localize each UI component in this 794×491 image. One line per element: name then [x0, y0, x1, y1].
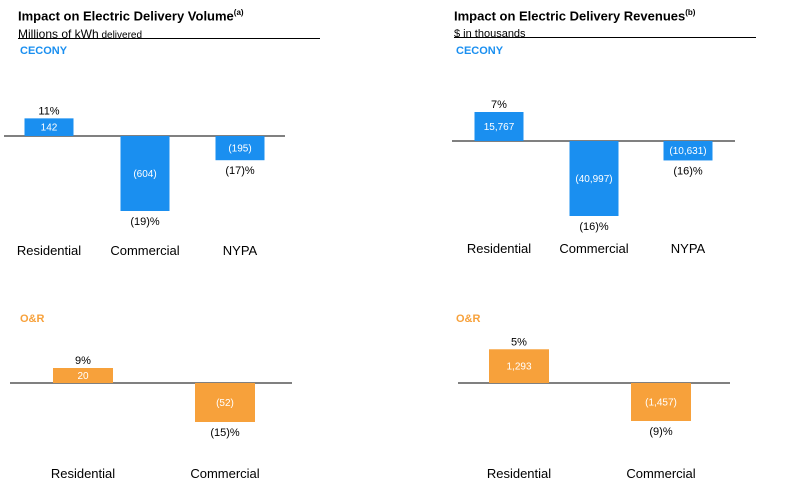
or-revenues-category-label-residential: Residential: [487, 466, 551, 481]
cecony-revenues-category-label-nypa: NYPA: [671, 241, 706, 256]
or-revenues-value-label-commercial: (1,457): [645, 398, 677, 409]
cecony-revenues-category-label-commercial: Commercial: [559, 241, 628, 256]
or-volume-percent-label-residential: 9%: [75, 355, 91, 367]
cecony-volume-category-label-commercial: Commercial: [110, 243, 179, 258]
panel-title-revenues-footnote: (b): [685, 8, 696, 17]
cecony-volume-bar-nypa: [215, 136, 265, 161]
company-label-or-revenues: O&R: [456, 313, 481, 325]
or-revenues-percent-label-residential: 5%: [511, 336, 527, 348]
cecony-revenues-bar-residential: [474, 112, 524, 141]
panel-rule-volume: [18, 38, 320, 39]
panel-title-revenues-text: Impact on Electric Delivery Revenues: [454, 8, 686, 24]
company-label-cecony-revenues: CECONY: [456, 45, 504, 57]
or-volume-percent-label-commercial: (15)%: [210, 427, 240, 439]
company-label-or-volume: O&R: [20, 313, 45, 325]
or-volume-bar-residential: [53, 368, 113, 383]
or-revenues-value-label-residential: 1,293: [506, 362, 531, 373]
or-volume-value-label-residential: 20: [77, 371, 89, 382]
cecony-revenues-percent-label-commercial: (16)%: [579, 221, 609, 233]
or-revenues-percent-label-commercial: (9)%: [649, 426, 672, 438]
or-revenues-bar-commercial: [631, 383, 691, 421]
company-label-cecony-volume: CECONY: [20, 45, 68, 57]
or-volume-category-label-commercial: Commercial: [190, 466, 259, 481]
cecony-volume-value-label-nypa: (195): [228, 144, 251, 155]
cecony-volume-value-label-residential: 142: [41, 123, 58, 134]
cecony-revenues-bar-commercial: [569, 141, 619, 216]
or-volume-category-label-residential: Residential: [51, 466, 115, 481]
panel-subtitle-volume: Millions of kWh delivered: [18, 25, 142, 43]
cecony-volume-value-label-commercial: (604): [133, 169, 156, 180]
cecony-revenues-value-label-nypa: (10,631): [669, 146, 706, 157]
panel-rule-revenues: [454, 37, 756, 38]
cecony-volume-category-label-residential: Residential: [17, 243, 81, 258]
panel-subtitle-volume-main: Millions of kWh: [18, 27, 99, 41]
panel-title-volume-footnote: (a): [233, 8, 244, 17]
cecony-revenues-percent-label-residential: 7%: [491, 99, 507, 111]
cecony-revenues-bar-nypa: [663, 141, 713, 161]
cecony-volume-percent-label-residential: 11%: [38, 105, 59, 117]
cecony-volume-bar-commercial: [120, 136, 170, 211]
or-revenues-bar-residential: [489, 349, 549, 383]
or-volume-value-label-commercial: (52): [216, 398, 234, 409]
panel-title-volume: Impact on Electric Delivery Volume(a): [18, 8, 244, 23]
panel-subtitle-volume-rest: delivered: [98, 30, 143, 41]
cecony-revenues-category-label-residential: Residential: [467, 241, 531, 256]
cecony-volume-category-label-nypa: NYPA: [223, 243, 258, 258]
panel-title-revenues: Impact on Electric Delivery Revenues(b): [454, 8, 695, 23]
cecony-revenues-value-label-commercial: (40,997): [575, 174, 612, 185]
cecony-volume-percent-label-nypa: (17)%: [225, 165, 255, 177]
panel-title-volume-text: Impact on Electric Delivery Volume: [18, 8, 234, 24]
cecony-volume-bar-residential: [24, 118, 74, 136]
or-volume-bar-commercial: [195, 383, 255, 422]
cecony-volume-percent-label-commercial: (19)%: [130, 216, 160, 228]
cecony-revenues-percent-label-nypa: (16)%: [673, 165, 703, 177]
or-revenues-category-label-commercial: Commercial: [626, 466, 695, 481]
cecony-revenues-value-label-residential: 15,767: [484, 122, 515, 133]
